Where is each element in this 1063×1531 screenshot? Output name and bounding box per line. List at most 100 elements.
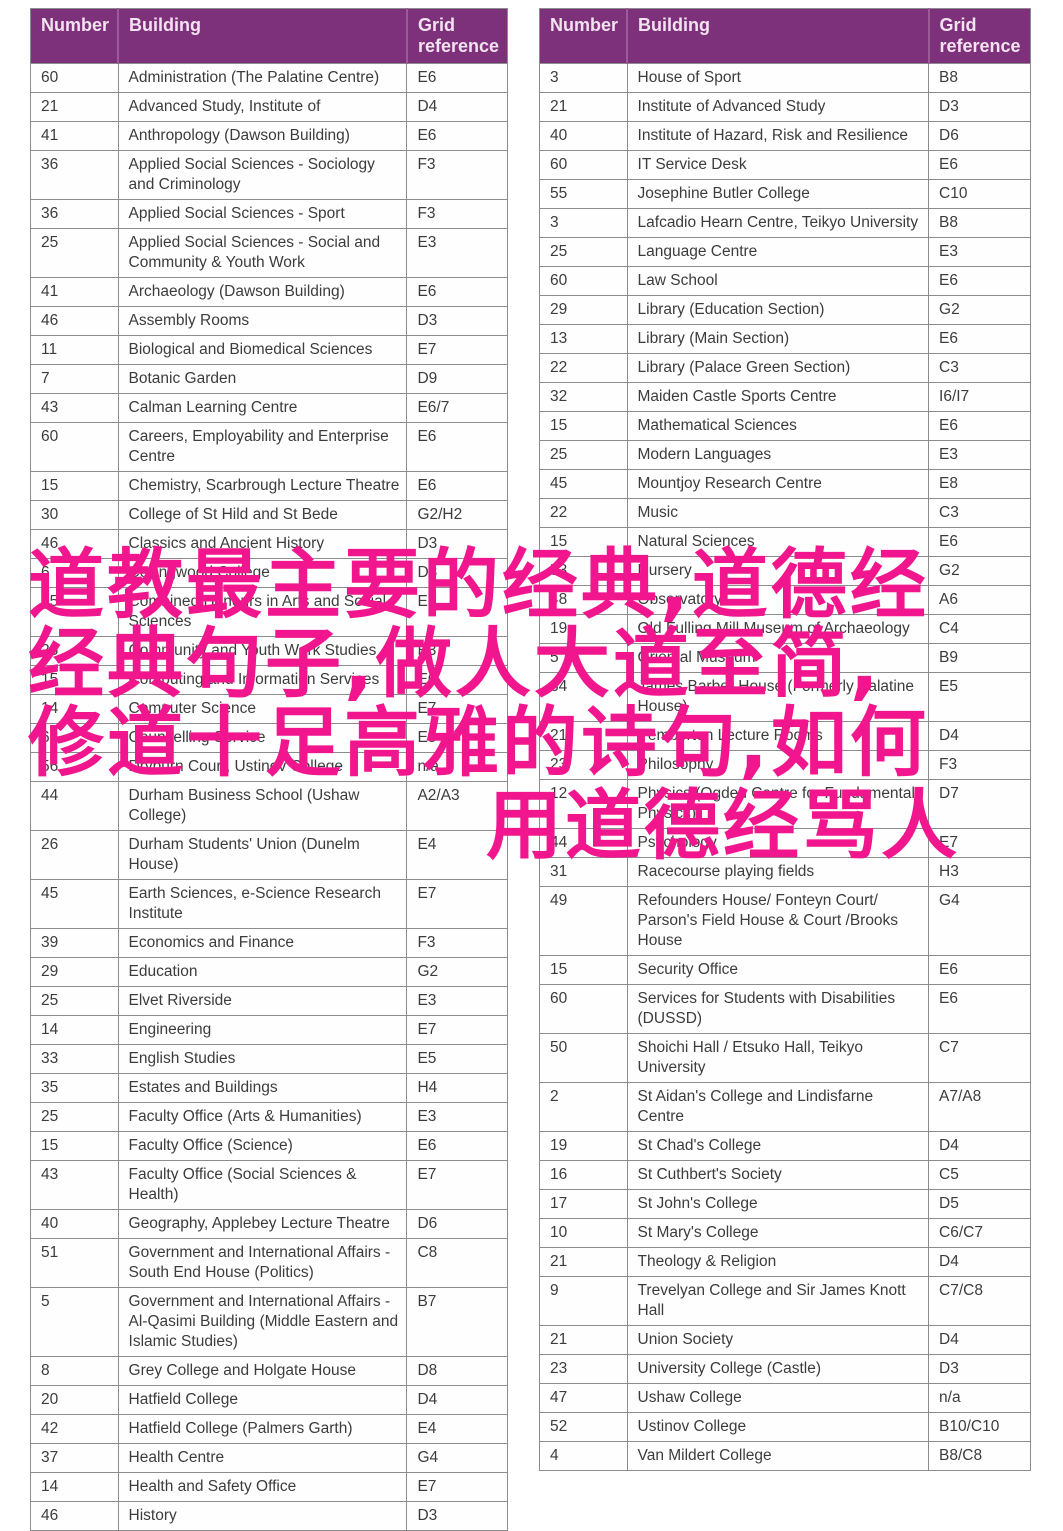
cell-grid-reference: E6 <box>406 1131 508 1161</box>
table-row: 32 Maiden Castle Sports Centre I6/I7 <box>539 382 1031 412</box>
cell-grid-reference: E3 <box>928 237 1031 267</box>
cell-building: Chemistry, Scarbrough Lecture Theatre <box>117 471 408 501</box>
cell-building: Government and International Affairs - A… <box>117 1287 408 1357</box>
cell-building: Institute of Hazard, Risk and Resilience <box>626 121 930 151</box>
table-row: 10 St Mary's College C6/C7 <box>539 1218 1031 1248</box>
cell-grid-reference: B10/C10 <box>928 1412 1031 1442</box>
cell-building: Assembly Rooms <box>117 306 408 336</box>
table-row: 15 Mathematical Sciences E6 <box>539 411 1031 441</box>
cell-number: 30 <box>30 500 119 530</box>
cell-grid-reference: E5 <box>406 723 508 753</box>
table-row: 6 Collingwood College D8 <box>30 558 508 588</box>
cell-grid-reference: E6 <box>928 411 1031 441</box>
cell-number: 50 <box>539 1033 628 1083</box>
cell-building: Law School <box>626 266 930 296</box>
cell-number: 29 <box>30 957 119 987</box>
cell-number: 56 <box>30 752 119 782</box>
cell-building: Psychology <box>626 828 930 858</box>
cell-building: Government and International Affairs - S… <box>117 1238 408 1288</box>
cell-building: Philosophy <box>626 750 930 780</box>
cell-building: Language Centre <box>626 237 930 267</box>
cell-grid-reference: F3 <box>406 928 508 958</box>
campus-map-index-page: Number Building Grid reference 60 Adminis… <box>28 8 1031 1531</box>
cell-grid-reference: B9 <box>928 643 1031 673</box>
cell-grid-reference: D3 <box>928 1354 1031 1384</box>
table-row: 25 Community and Youth Work Studies E3 <box>30 636 508 666</box>
cell-grid-reference: D3 <box>406 306 508 336</box>
cell-number: 60 <box>539 984 628 1034</box>
cell-building: Counselling Service <box>117 723 408 753</box>
cell-grid-reference: C7/C8 <box>928 1276 1031 1326</box>
cell-grid-reference: H4 <box>406 1073 508 1103</box>
cell-grid-reference: E3 <box>406 986 508 1016</box>
cell-number: 8 <box>30 1356 119 1386</box>
table-row: 14 Health and Safety Office E7 <box>30 1472 508 1502</box>
table-row: 52 Ustinov College B10/C10 <box>539 1412 1031 1442</box>
cell-grid-reference: F3 <box>406 199 508 229</box>
table-row: 15 Computing and Information Services E6 <box>30 665 508 695</box>
cell-grid-reference: C4 <box>928 614 1031 644</box>
cell-grid-reference: E6 <box>406 63 508 93</box>
table-row: 21 Theology & Religion D4 <box>539 1247 1031 1277</box>
table-row: 50 Shoichi Hall / Etsuko Hall, Teikyo Uni… <box>539 1033 1031 1083</box>
cell-number: 29 <box>539 295 628 325</box>
cell-number: 26 <box>30 830 119 880</box>
table-row: 39 Economics and Finance F3 <box>30 928 508 958</box>
cell-grid-reference: E7 <box>406 1472 508 1502</box>
cell-number: 21 <box>539 1247 628 1277</box>
cell-number: 15 <box>539 527 628 557</box>
table-row: 25 Modern Languages E3 <box>539 440 1031 470</box>
table-row: 45 Mountjoy Research Centre E8 <box>539 469 1031 499</box>
cell-building: Hatfield College (Palmers Garth) <box>117 1414 408 1444</box>
table-row: 5 Oriental Museum B9 <box>539 643 1031 673</box>
cell-number: 21 <box>30 92 119 122</box>
cell-number: 15 <box>30 471 119 501</box>
cell-grid-reference: E6/7 <box>406 393 508 423</box>
cell-number: 21 <box>539 92 628 122</box>
cell-grid-reference: n/a <box>928 1383 1031 1413</box>
cell-number: 21 <box>539 721 628 751</box>
cell-building: St Cuthbert's Society <box>626 1160 930 1190</box>
cell-building: Racecourse playing fields <box>626 857 930 887</box>
cell-number: 14 <box>30 694 119 724</box>
cell-building: Anthropology (Dawson Building) <box>117 121 408 151</box>
table-row: 48 Observatory A6 <box>539 585 1031 615</box>
cell-number: 60 <box>539 266 628 296</box>
cell-grid-reference: D4 <box>928 1325 1031 1355</box>
cell-grid-reference: C7 <box>928 1033 1031 1083</box>
cell-grid-reference: C8 <box>406 1238 508 1288</box>
cell-grid-reference: C5 <box>928 1160 1031 1190</box>
cell-building: Careers, Employability and Enterprise Ce… <box>117 422 408 472</box>
cell-number: 25 <box>30 228 119 278</box>
column-header-number: Number <box>30 8 119 64</box>
table-row: 22 Music C3 <box>539 498 1031 528</box>
cell-building: St John's College <box>626 1189 930 1219</box>
table-row: 21 Pemberton Lecture Rooms D4 <box>539 721 1031 751</box>
cell-number: 25 <box>30 636 119 666</box>
cell-grid-reference: E7 <box>406 335 508 365</box>
table-row: 40 Geography, Applebey Lecture Theatre D6 <box>30 1209 508 1239</box>
table-row: 19 Old Fulling Mill Museum of Archaeology… <box>539 614 1031 644</box>
cell-building: St Aidan's College and Lindisfarne Centr… <box>626 1082 930 1132</box>
table-row: 25 Language Centre E3 <box>539 237 1031 267</box>
cell-building: Library (Main Section) <box>626 324 930 354</box>
cell-grid-reference: E7 <box>406 1015 508 1045</box>
cell-building: Computing and Information Services <box>117 665 408 695</box>
cell-number: 49 <box>539 886 628 956</box>
table-row: 7 Botanic Garden D9 <box>30 364 508 394</box>
cell-number: 3 <box>539 63 628 93</box>
cell-grid-reference: E6 <box>406 422 508 472</box>
cell-grid-reference: D3 <box>406 529 508 559</box>
cell-building: Dryburn Court, Ustinov College <box>117 752 408 782</box>
cell-number: 20 <box>30 1385 119 1415</box>
cell-building: Biological and Biomedical Sciences <box>117 335 408 365</box>
cell-grid-reference: B8/C8 <box>928 1441 1031 1471</box>
cell-building: Services for Students with Disabilities … <box>626 984 930 1034</box>
cell-building: Community and Youth Work Studies <box>117 636 408 666</box>
cell-grid-reference: E4 <box>406 830 508 880</box>
cell-building: Botanic Garden <box>117 364 408 394</box>
table-row: 15 Chemistry, Scarbrough Lecture Theatre E… <box>30 471 508 501</box>
table-row: 13 Library (Main Section) E6 <box>539 324 1031 354</box>
cell-number: 4 <box>539 1441 628 1471</box>
table-row: 25 Elvet Riverside E3 <box>30 986 508 1016</box>
